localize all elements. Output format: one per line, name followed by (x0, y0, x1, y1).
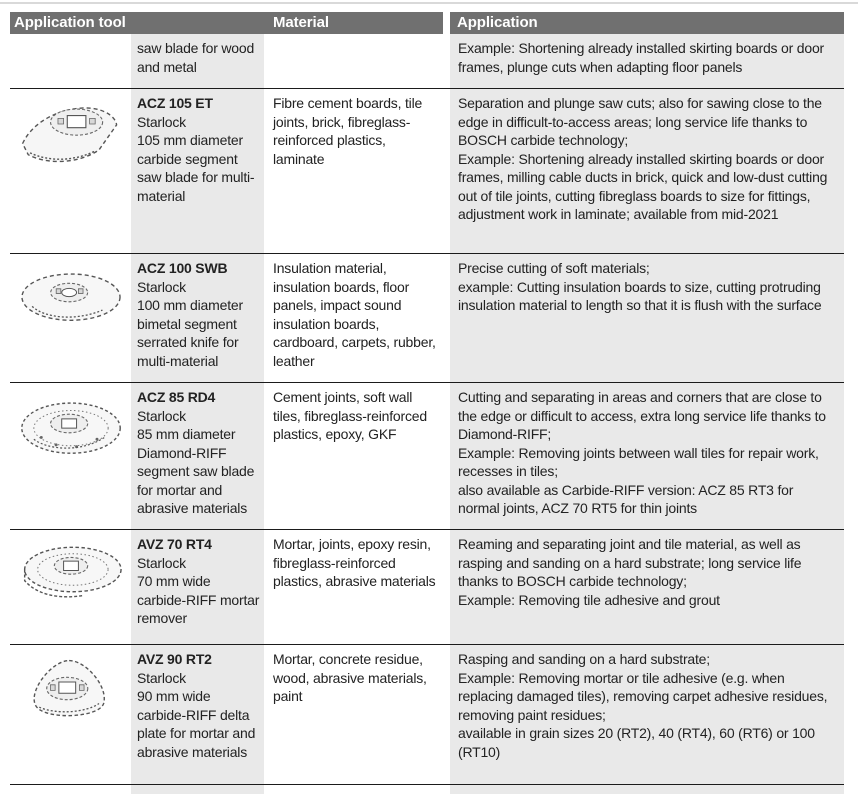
bimetal-segment-serrated-knife-image (15, 262, 127, 336)
tool-name-cell: AVZ 90 RT2 Starlock 90 mm wide carbide-R… (131, 645, 264, 784)
carbide-segment-saw-blade-image (15, 97, 127, 177)
tool-description: Starlock 90 mm wide carbide-RIFF delta p… (137, 669, 256, 760)
application-tool-table: Application tool Material Application sa… (10, 12, 844, 794)
tool-image-cell (10, 34, 131, 88)
tool-model: AVZ 70 RT4 (137, 536, 212, 552)
tool-description: Starlock 70 mm wide carbide-RIFF mortar … (137, 554, 260, 627)
material-cell: Fibre cement boards, tile joints, brick,… (264, 89, 450, 253)
tool-name-cell: ACZ 105 ET Starlock 105 mm diameter carb… (131, 89, 264, 253)
top-divider (0, 2, 858, 4)
tool-model: ACZ 100 SWB (137, 260, 228, 276)
material-cell: Mortar, concrete residue, wood, abrasive… (264, 645, 450, 784)
tool-description: saw blade for wood and metal (137, 40, 255, 75)
application-cell: Rasping and sanding on a hard substrate;… (450, 645, 844, 784)
tool-name-cell: AVZ 70 RT4 Starlock 70 mm wide carbide-R… (131, 530, 264, 644)
diamond-riff-segment-saw-blade-image (15, 391, 127, 469)
tool-description: Starlock 105 mm diameter carbide segment… (137, 113, 255, 204)
application-cell: Separation and plunge saw cuts; also for… (450, 89, 844, 253)
application-cell: Reaming and separating joint and tile ma… (450, 530, 844, 644)
tool-model: ACZ 85 RD4 (137, 389, 216, 405)
tool-model: AVZ 90 RT2 (137, 651, 212, 667)
table-row: AVZ 70 RT4 Starlock 70 mm wide carbide-R… (10, 530, 844, 645)
application-cell: Precise cutting of soft materials; examp… (450, 254, 844, 382)
table-row: ACZ 100 SWB Starlock 100 mm diameter bim… (10, 254, 844, 383)
tool-image-cell (10, 645, 131, 784)
table-header-row: Application tool Material Application (10, 12, 844, 34)
tool-name-cell: ACZ 100 SWB Starlock 100 mm diameter bim… (131, 254, 264, 382)
tool-description: Starlock 85 mm diameter Diamond-RIFF seg… (137, 407, 255, 517)
table-row: ACZ 85 RD4 Starlock 85 mm diameter Diamo… (10, 383, 844, 530)
material-cell: Insulation material, insulation boards, … (264, 254, 450, 382)
table-row: AVZ 90 RT2 Starlock 90 mm wide carbide-R… (10, 645, 844, 785)
table-row: ACZ 105 ET Starlock 105 mm diameter carb… (10, 89, 844, 254)
tool-name-cell: saw blade for wood and metal (131, 34, 264, 88)
material-cell: Cement joints, soft wall tiles, fibregla… (264, 383, 450, 529)
material-cell: Mortar, joints, epoxy resin, fibreglass-… (264, 530, 450, 644)
tool-image-cell (10, 383, 131, 529)
material-cell (264, 34, 450, 88)
tool-model: ACZ 105 ET (137, 95, 213, 111)
header-material: Material (264, 12, 443, 34)
header-application: Application (450, 12, 844, 34)
carbide-riff-delta-plate-image (15, 653, 127, 739)
tool-name-cell: ACZ 85 RD4 Starlock 85 mm diameter Diamo… (131, 383, 264, 529)
tool-image-cell (10, 254, 131, 382)
table-row: saw blade for wood and metal Example: Sh… (10, 34, 844, 89)
header-gap (443, 12, 450, 34)
table-row-partial (10, 785, 844, 794)
tool-description: Starlock 100 mm diameter bimetal segment… (137, 278, 243, 369)
tool-image-cell (10, 89, 131, 253)
application-cell: Cutting and separating in areas and corn… (450, 383, 844, 529)
carbide-riff-mortar-remover-image (15, 538, 127, 614)
header-application-tool: Application tool (10, 12, 264, 34)
application-cell: Example: Shortening already installed sk… (450, 34, 844, 88)
tool-image-cell (10, 530, 131, 644)
